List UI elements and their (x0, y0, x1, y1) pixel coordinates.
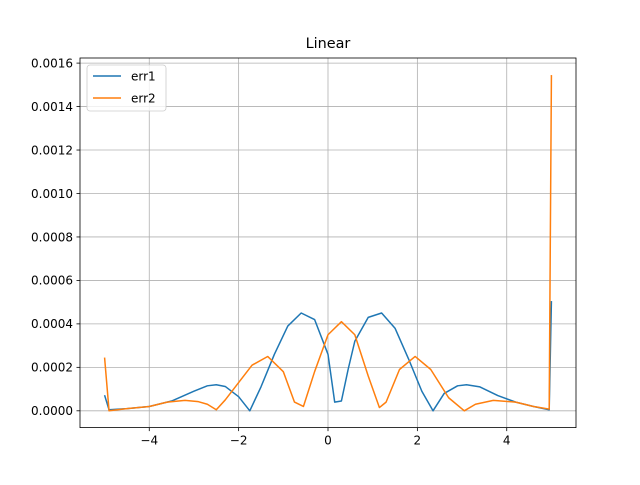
grid-layer (80, 58, 576, 428)
y-tick-label: 0.0006 (31, 274, 73, 288)
y-tick-label: 0.0000 (31, 404, 73, 418)
y-tick-label: 0.0004 (31, 317, 73, 331)
legend: err1 err2 (86, 64, 167, 112)
y-tick-label: 0.0008 (31, 230, 73, 244)
legend-label: err1 (131, 69, 156, 83)
x-tick-label: −2 (230, 434, 248, 448)
series-line-err1 (103, 301, 553, 412)
x-tick-label: 2 (414, 434, 422, 448)
series-line-err2 (103, 75, 553, 412)
chart-title: Linear (306, 36, 351, 52)
series-layer (103, 75, 553, 412)
x-tick-label: −4 (140, 434, 158, 448)
legend-label: err2 (131, 91, 156, 105)
y-tick-label: 0.0016 (31, 56, 73, 70)
tick-layer: −4 −2 0 2 4 0.0000 0.0002 0.0004 0.0006 0.0008 0.0… (31, 56, 511, 447)
y-tick-label: 0.0010 (31, 187, 73, 201)
y-tick-label: 0.0002 (31, 361, 73, 375)
x-tick-label: 4 (503, 434, 511, 448)
y-tick-label: 0.0012 (31, 143, 73, 157)
x-tick-label: 0 (324, 434, 332, 448)
y-tick-label: 0.0014 (31, 100, 73, 114)
